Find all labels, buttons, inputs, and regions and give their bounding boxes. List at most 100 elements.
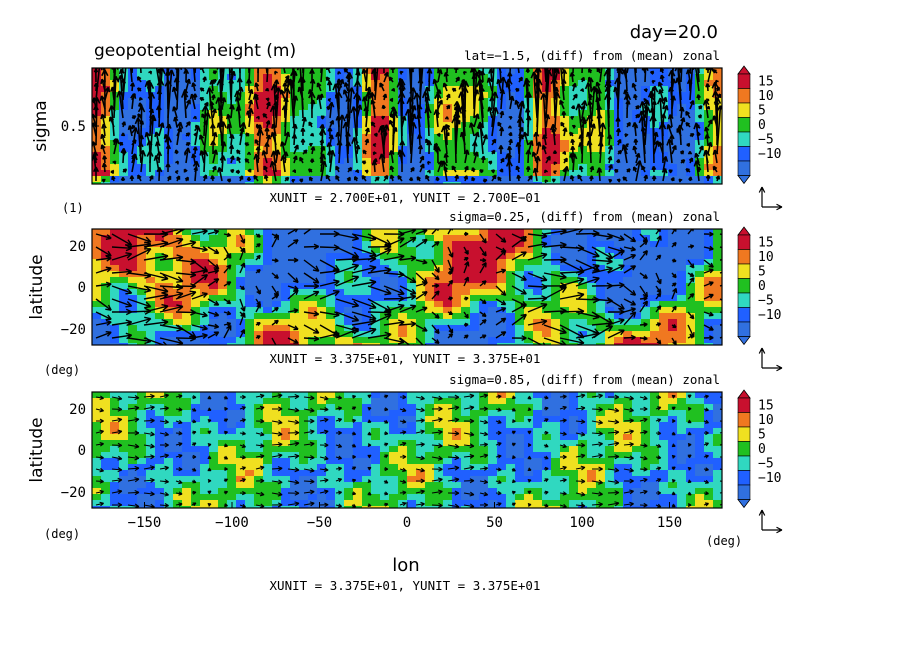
- contour-cell: [380, 410, 390, 417]
- contour-cell: [560, 458, 570, 465]
- contour-cell: [587, 80, 597, 87]
- wind-arrow: [202, 76, 207, 83]
- contour-cell: [227, 289, 237, 296]
- contour-cell: [218, 392, 228, 399]
- contour-cell: [137, 410, 147, 417]
- contour-cell: [398, 343, 408, 345]
- wind-arrow: [535, 141, 542, 155]
- contour-cell: [560, 331, 570, 338]
- wind-arrow: [303, 229, 312, 235]
- contour-cell: [362, 164, 372, 171]
- contour-cell: [263, 295, 273, 302]
- contour-cell: [308, 176, 318, 183]
- contour-cell: [182, 229, 192, 236]
- contour-cell: [281, 235, 291, 242]
- contour-cell: [713, 158, 722, 165]
- contour-cell: [389, 301, 399, 308]
- wind-arrow: [545, 155, 551, 164]
- contour-cell: [569, 283, 579, 290]
- contour-cell: [119, 452, 129, 459]
- wind-arrow: [687, 293, 695, 300]
- contour-cell: [245, 337, 255, 344]
- wind-arrow: [639, 240, 648, 248]
- wind-arrow: [217, 166, 223, 182]
- contour-cell: [524, 434, 534, 441]
- wind-arrow: [479, 334, 487, 339]
- contour-cell: [209, 253, 219, 260]
- contour-cell: [497, 428, 507, 435]
- contour-cell: [272, 398, 282, 405]
- contour-cell: [425, 92, 435, 99]
- contour-cell: [290, 458, 300, 465]
- contour-cell: [344, 283, 354, 290]
- wind-arrow: [563, 165, 570, 182]
- contour-cell: [155, 458, 165, 465]
- contour-cell: [461, 277, 471, 284]
- wind-arrow: [269, 105, 278, 155]
- contour-cell: [317, 80, 327, 87]
- contour-cell: [461, 68, 471, 75]
- contour-cell: [596, 92, 606, 99]
- contour-cell: [497, 259, 507, 266]
- contour-cell: [110, 398, 120, 405]
- contour-cell: [92, 422, 102, 429]
- contour-cell: [452, 343, 462, 345]
- contour-cell: [227, 176, 237, 183]
- contour-cell: [713, 307, 722, 314]
- contour-cell: [236, 458, 246, 465]
- contour-cell: [587, 158, 597, 165]
- contour-cell: [569, 446, 579, 453]
- contour-cell: [578, 398, 588, 405]
- contour-cell: [650, 307, 660, 314]
- wind-arrow: [463, 246, 469, 255]
- contour-cell: [308, 116, 318, 123]
- contour-cell: [524, 235, 534, 242]
- contour-cell: [434, 116, 444, 123]
- contour-cell: [488, 289, 498, 296]
- contour-cell: [209, 398, 219, 405]
- contour-cell: [425, 440, 435, 447]
- wind-arrow: [447, 270, 453, 276]
- contour-cell: [668, 325, 678, 332]
- contour-cell: [551, 446, 561, 453]
- wind-arrow: [246, 176, 252, 182]
- contour-cell: [317, 253, 327, 260]
- contour-cell: [290, 392, 300, 399]
- contour-cell: [434, 422, 444, 429]
- wind-arrow: [137, 174, 142, 182]
- contour-cell: [128, 392, 138, 399]
- contour-cell: [704, 452, 714, 459]
- contour-cell: [92, 337, 102, 344]
- contour-cell: [389, 68, 399, 75]
- contour-cell: [146, 74, 156, 81]
- contour-cell: [425, 416, 435, 423]
- contour-cell: [560, 313, 570, 320]
- contour-cell: [200, 134, 210, 141]
- contour-cell: [515, 98, 525, 105]
- contour-cell: [236, 325, 246, 332]
- contour-cell: [389, 458, 399, 465]
- contour-cell: [686, 247, 696, 254]
- contour-cell: [524, 313, 534, 320]
- contour-cell: [128, 295, 138, 302]
- contour-cell: [488, 307, 498, 314]
- wind-arrow: [406, 97, 414, 146]
- wind-arrow: [303, 324, 320, 334]
- contour-cell: [416, 313, 426, 320]
- contour-cell: [362, 241, 372, 248]
- contour-cell: [299, 241, 309, 248]
- wind-arrow: [525, 149, 532, 164]
- wind-arrow: [623, 307, 636, 313]
- contour-cell: [623, 271, 633, 278]
- contour-cell: [344, 229, 354, 236]
- contour-cell: [119, 440, 129, 447]
- contour-cell: [344, 307, 354, 314]
- contour-cell: [407, 241, 417, 248]
- contour-cell: [650, 319, 660, 326]
- contour-cell: [470, 128, 480, 135]
- contour-cell: [524, 319, 534, 326]
- contour-cell: [272, 428, 282, 435]
- contour-cell: [704, 343, 714, 345]
- contour-cell: [587, 325, 597, 332]
- contour-cell: [479, 398, 489, 405]
